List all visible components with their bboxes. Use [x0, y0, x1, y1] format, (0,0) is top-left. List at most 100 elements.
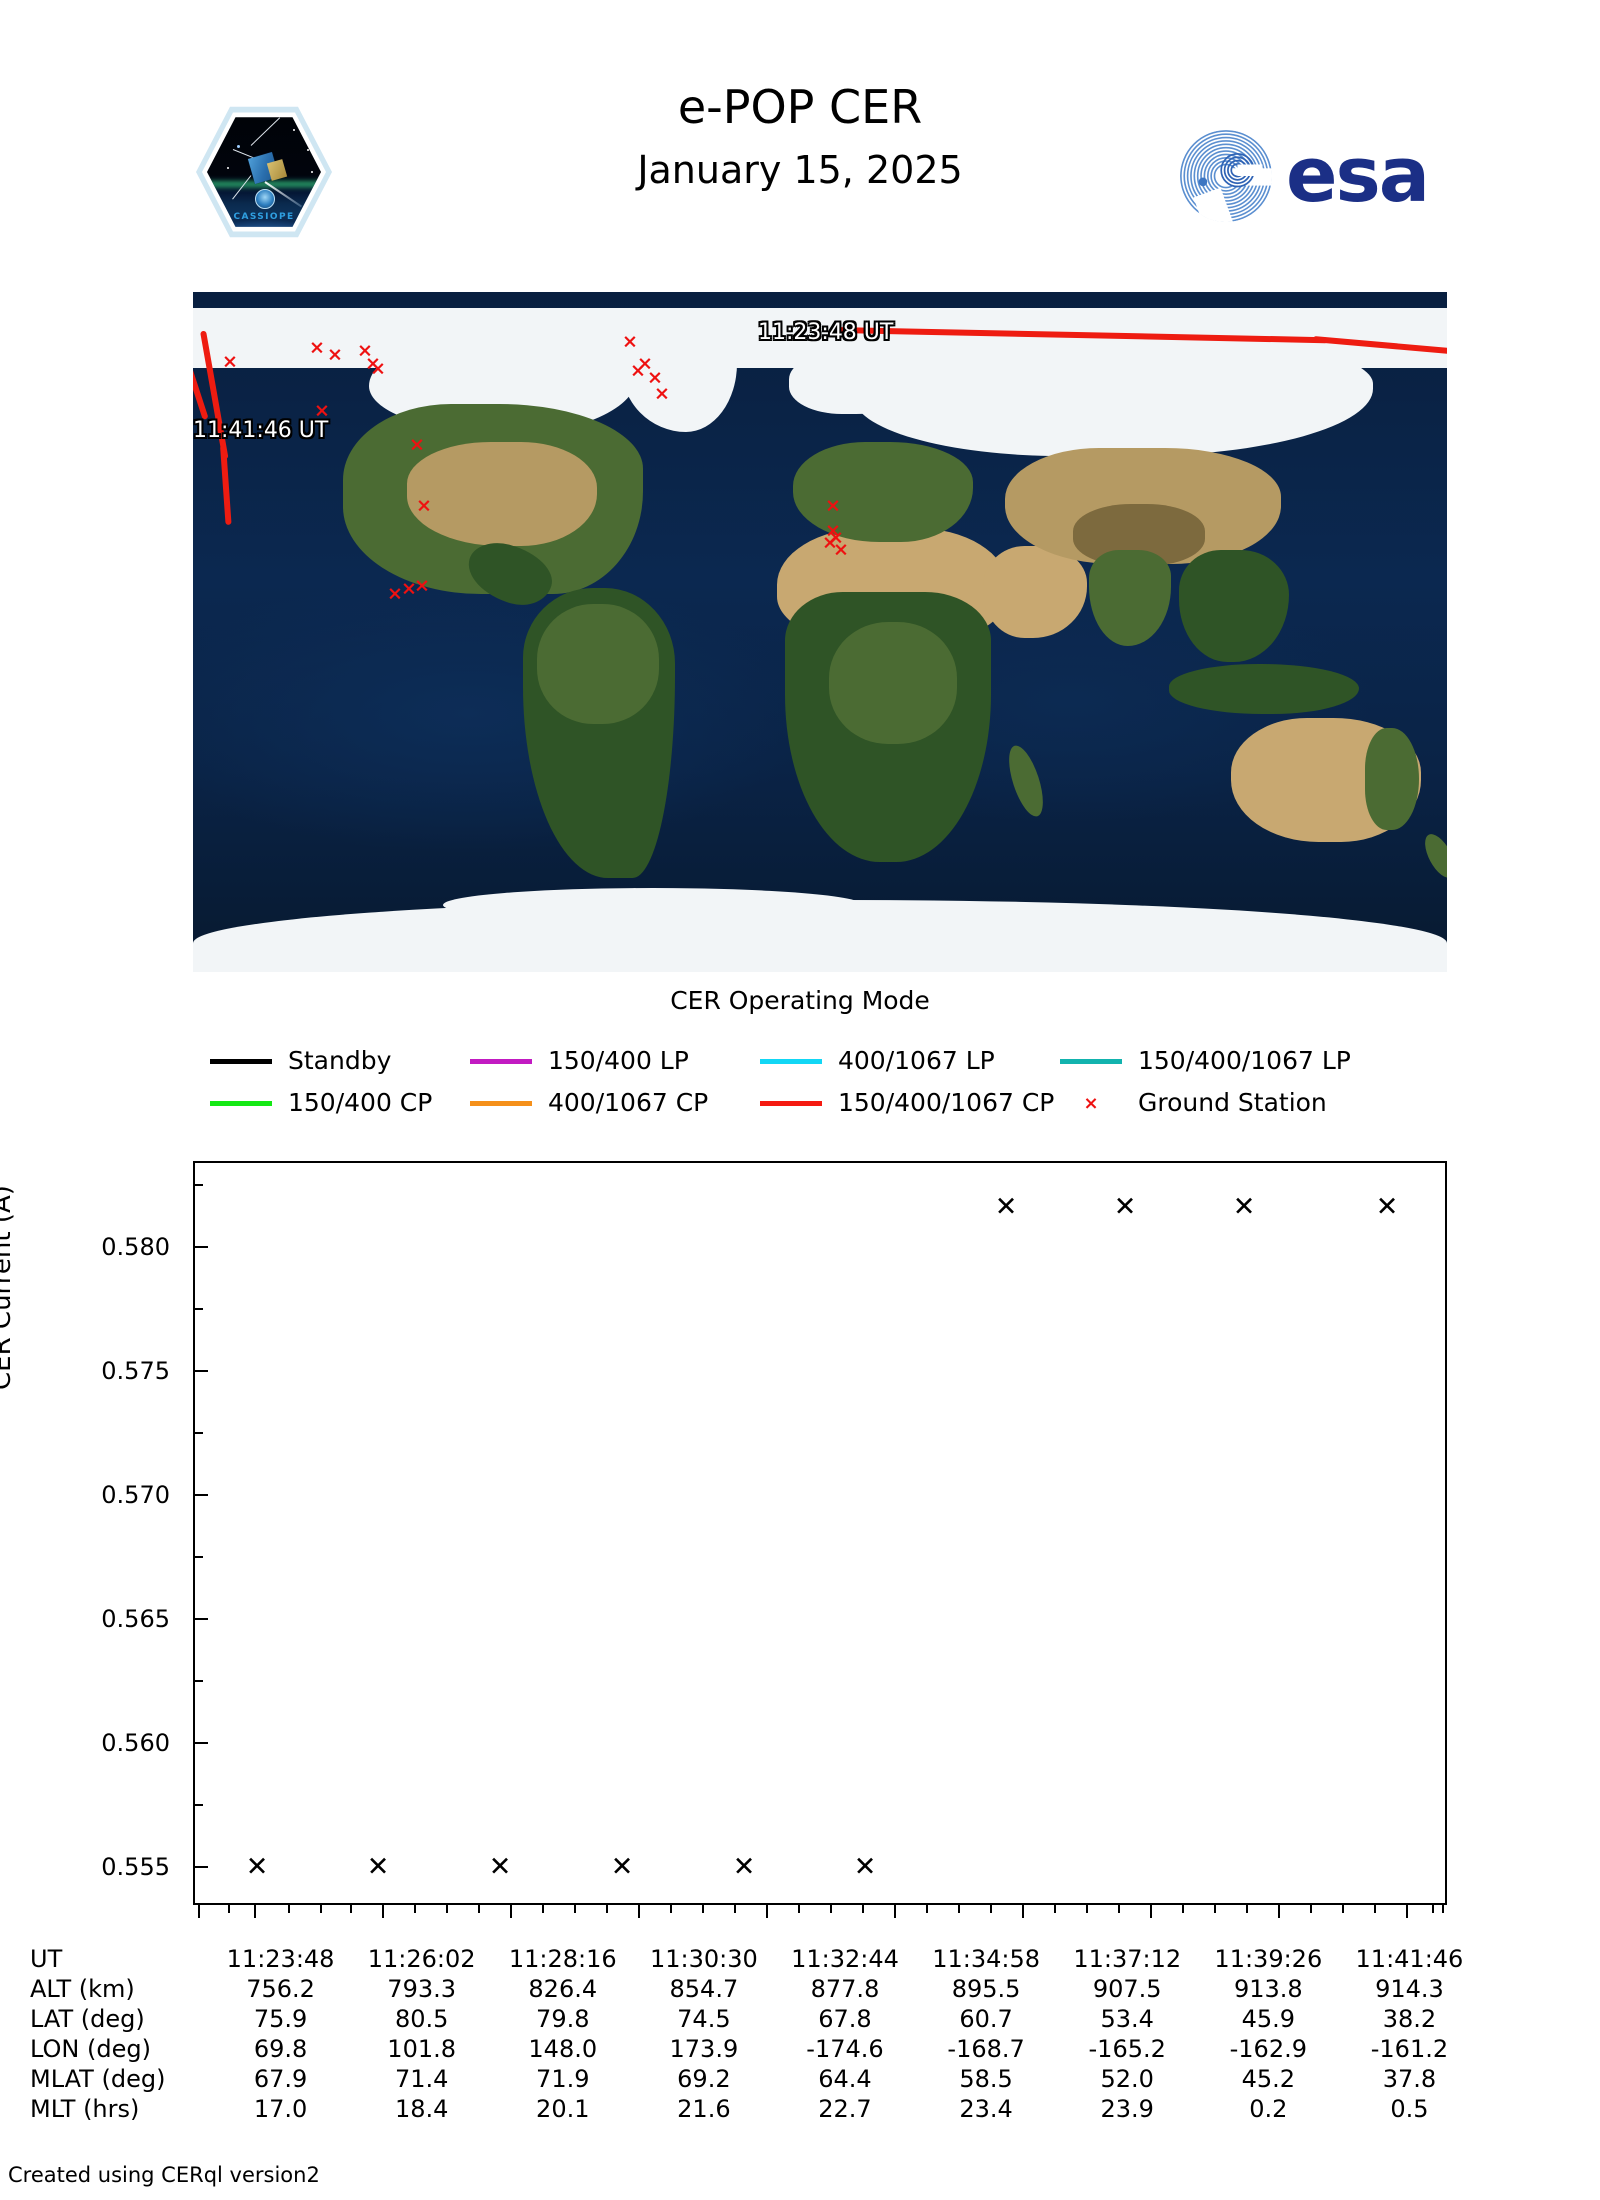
table-cell: 20.1 [536, 2095, 590, 2123]
ground-station-marker: × [414, 574, 430, 597]
legend-item-150-400-cp[interactable]: 150/400 CP [210, 1082, 470, 1124]
table-cell: 69.2 [677, 2065, 731, 2093]
table-cell: 11:32:44 [791, 1945, 899, 1973]
legend-swatch-150-400-1067-cp [760, 1100, 822, 1106]
x-tick-major [1150, 1905, 1152, 1918]
page-title: e-POP CER [677, 80, 923, 134]
table-row-header: MLT (hrs) [30, 2095, 140, 2123]
table-cell: 79.8 [536, 2005, 590, 2033]
ground-station-marker: × [409, 433, 425, 456]
legend-swatch-150-400-cp [210, 1100, 272, 1106]
ground-station-marker: × [828, 526, 844, 549]
congo-basin [829, 622, 957, 744]
legend-item-400-1067-lp[interactable]: 400/1067 LP [760, 1040, 1060, 1082]
ground-station-marker: × [401, 577, 417, 600]
ground-station-marker: × [327, 343, 343, 366]
y-tick-major [195, 1494, 208, 1496]
x-tick-minor [1374, 1905, 1376, 1913]
legend-item-150-400-1067-lp[interactable]: 150/400/1067 LP [1060, 1040, 1351, 1082]
x-tick-minor [574, 1905, 576, 1913]
esa-wordmark: esa [1286, 130, 1430, 219]
x-tick-minor [1118, 1905, 1120, 1913]
table-cell: 895.5 [951, 1975, 1021, 2003]
legend-label: 150/400 CP [288, 1088, 433, 1117]
table-cell: 38.2 [1382, 2005, 1437, 2033]
cassiope-seal-icon [255, 189, 275, 209]
y-tick-minor [195, 1804, 203, 1806]
table-cell: -165.2 [1088, 2035, 1166, 2063]
x-tick-minor [1182, 1905, 1184, 1913]
y-tick-major [195, 1246, 208, 1248]
table-row-header: MLAT (deg) [30, 2065, 166, 2093]
siberia-snow [853, 336, 1373, 456]
cassiope-mission-patch-logo: CASSIOPE [196, 104, 332, 240]
y-tick-minor [195, 1184, 203, 1186]
y-tick-minor [195, 1556, 203, 1558]
table-cell: 60.7 [959, 2005, 1013, 2033]
x-tick-minor [414, 1905, 416, 1913]
table-row-header: UT [30, 1945, 63, 1973]
x-tick-minor [542, 1905, 544, 1913]
x-tick-major [894, 1905, 896, 1918]
data-point-marker: ✕ [366, 1851, 390, 1883]
table-row: MLT (hrs) 17.0 18.4 20.1 21.6 22.7 23.4 23.9 0.2… [30, 2094, 1480, 2124]
legend-row-1: Standby 150/400 LP 400/1067 LP 150/400/1… [210, 1040, 1440, 1082]
x-axis-ticks [193, 1905, 1447, 1921]
legend-item-400-1067-cp[interactable]: 400/1067 CP [470, 1082, 760, 1124]
y-tick-label: 0.575 [101, 1357, 170, 1385]
table-row-header: LON (deg) [30, 2035, 151, 2063]
amazon-basin [537, 604, 659, 724]
table-row: ALT (km) 756.2 793.3 826.4 854.7 877.8 895.5 90… [30, 1974, 1480, 2004]
table-cell: 11:39:26 [1214, 1945, 1323, 1973]
x-tick-major [254, 1905, 256, 1918]
y-tick-minor [195, 1432, 203, 1434]
legend-swatch-standby [210, 1058, 272, 1064]
legend-label: 150/400/1067 CP [838, 1088, 1055, 1117]
ground-station-marker: × [833, 538, 849, 561]
table-cell: 826.4 [528, 1975, 598, 2003]
world-map-panel[interactable]: × × × × × × × × × × × × × × × × × × × × … [193, 292, 1447, 972]
title-block: e-POP CER January 15, 2025 [400, 78, 1200, 196]
ground-station-marker: × [357, 339, 373, 362]
x-tick-major [766, 1905, 768, 1918]
table-cell: 11:26:02 [367, 1945, 476, 1973]
x-tick-minor [320, 1905, 322, 1913]
y-tick-major [195, 1866, 208, 1868]
x-tick-major [510, 1905, 512, 1918]
esa-logo: esa [1178, 128, 1468, 224]
legend-label: Standby [288, 1046, 392, 1075]
x-tick-minor [606, 1905, 608, 1913]
table-row-header: ALT (km) [30, 1975, 135, 2003]
table-cell: 45.9 [1241, 2005, 1296, 2033]
table-cell: 11:37:12 [1073, 1945, 1182, 1973]
ground-station-marker: × [387, 582, 403, 605]
x-tick-minor [228, 1905, 230, 1913]
x-tick-minor [1432, 1905, 1434, 1913]
cer-current-plot[interactable]: ✕ ✕ ✕ ✕ ✕ ✕ ✕ ✕ ✕ ✕ [193, 1161, 1447, 1905]
x-tick-minor [798, 1905, 800, 1913]
page-date: January 15, 2025 [637, 148, 963, 192]
y-axis-label: CER Current (A) [0, 1185, 17, 1390]
esa-swirl-icon [1180, 130, 1273, 223]
table-row: LAT (deg) 75.9 80.5 79.8 74.5 67.8 60.7 53.4 45.… [30, 2004, 1480, 2034]
legend-item-150-400-1067-cp[interactable]: 150/400/1067 CP [760, 1082, 1060, 1124]
table-cell: 11:34:58 [932, 1945, 1040, 1973]
y-tick-label: 0.580 [101, 1233, 170, 1261]
x-tick-major [198, 1905, 200, 1918]
table-cell: 11:28:16 [508, 1945, 617, 1973]
x-tick-minor [670, 1905, 672, 1913]
ground-station-marker: × [654, 382, 670, 405]
table-cell: -174.6 [806, 2035, 884, 2063]
legend-label: 150/400/1067 LP [1138, 1046, 1351, 1075]
legend-swatch-400-1067-cp [470, 1100, 532, 1106]
legend-item-ground-station[interactable]: × Ground Station [1060, 1082, 1326, 1124]
y-tick-label: 0.565 [101, 1605, 170, 1633]
legend-item-150-400-lp[interactable]: 150/400 LP [470, 1040, 760, 1082]
australia-east-coast [1365, 728, 1419, 830]
ephemeris-table: UT 11:23:48 11:26:02 11:28:16 11:30:30 11:32:… [30, 1944, 1480, 2124]
aurora-band [207, 178, 321, 191]
ground-station-marker: × [365, 352, 381, 375]
data-point-marker: ✕ [732, 1851, 756, 1883]
table-cell: 71.4 [394, 2065, 449, 2093]
legend-item-standby[interactable]: Standby [210, 1040, 470, 1082]
